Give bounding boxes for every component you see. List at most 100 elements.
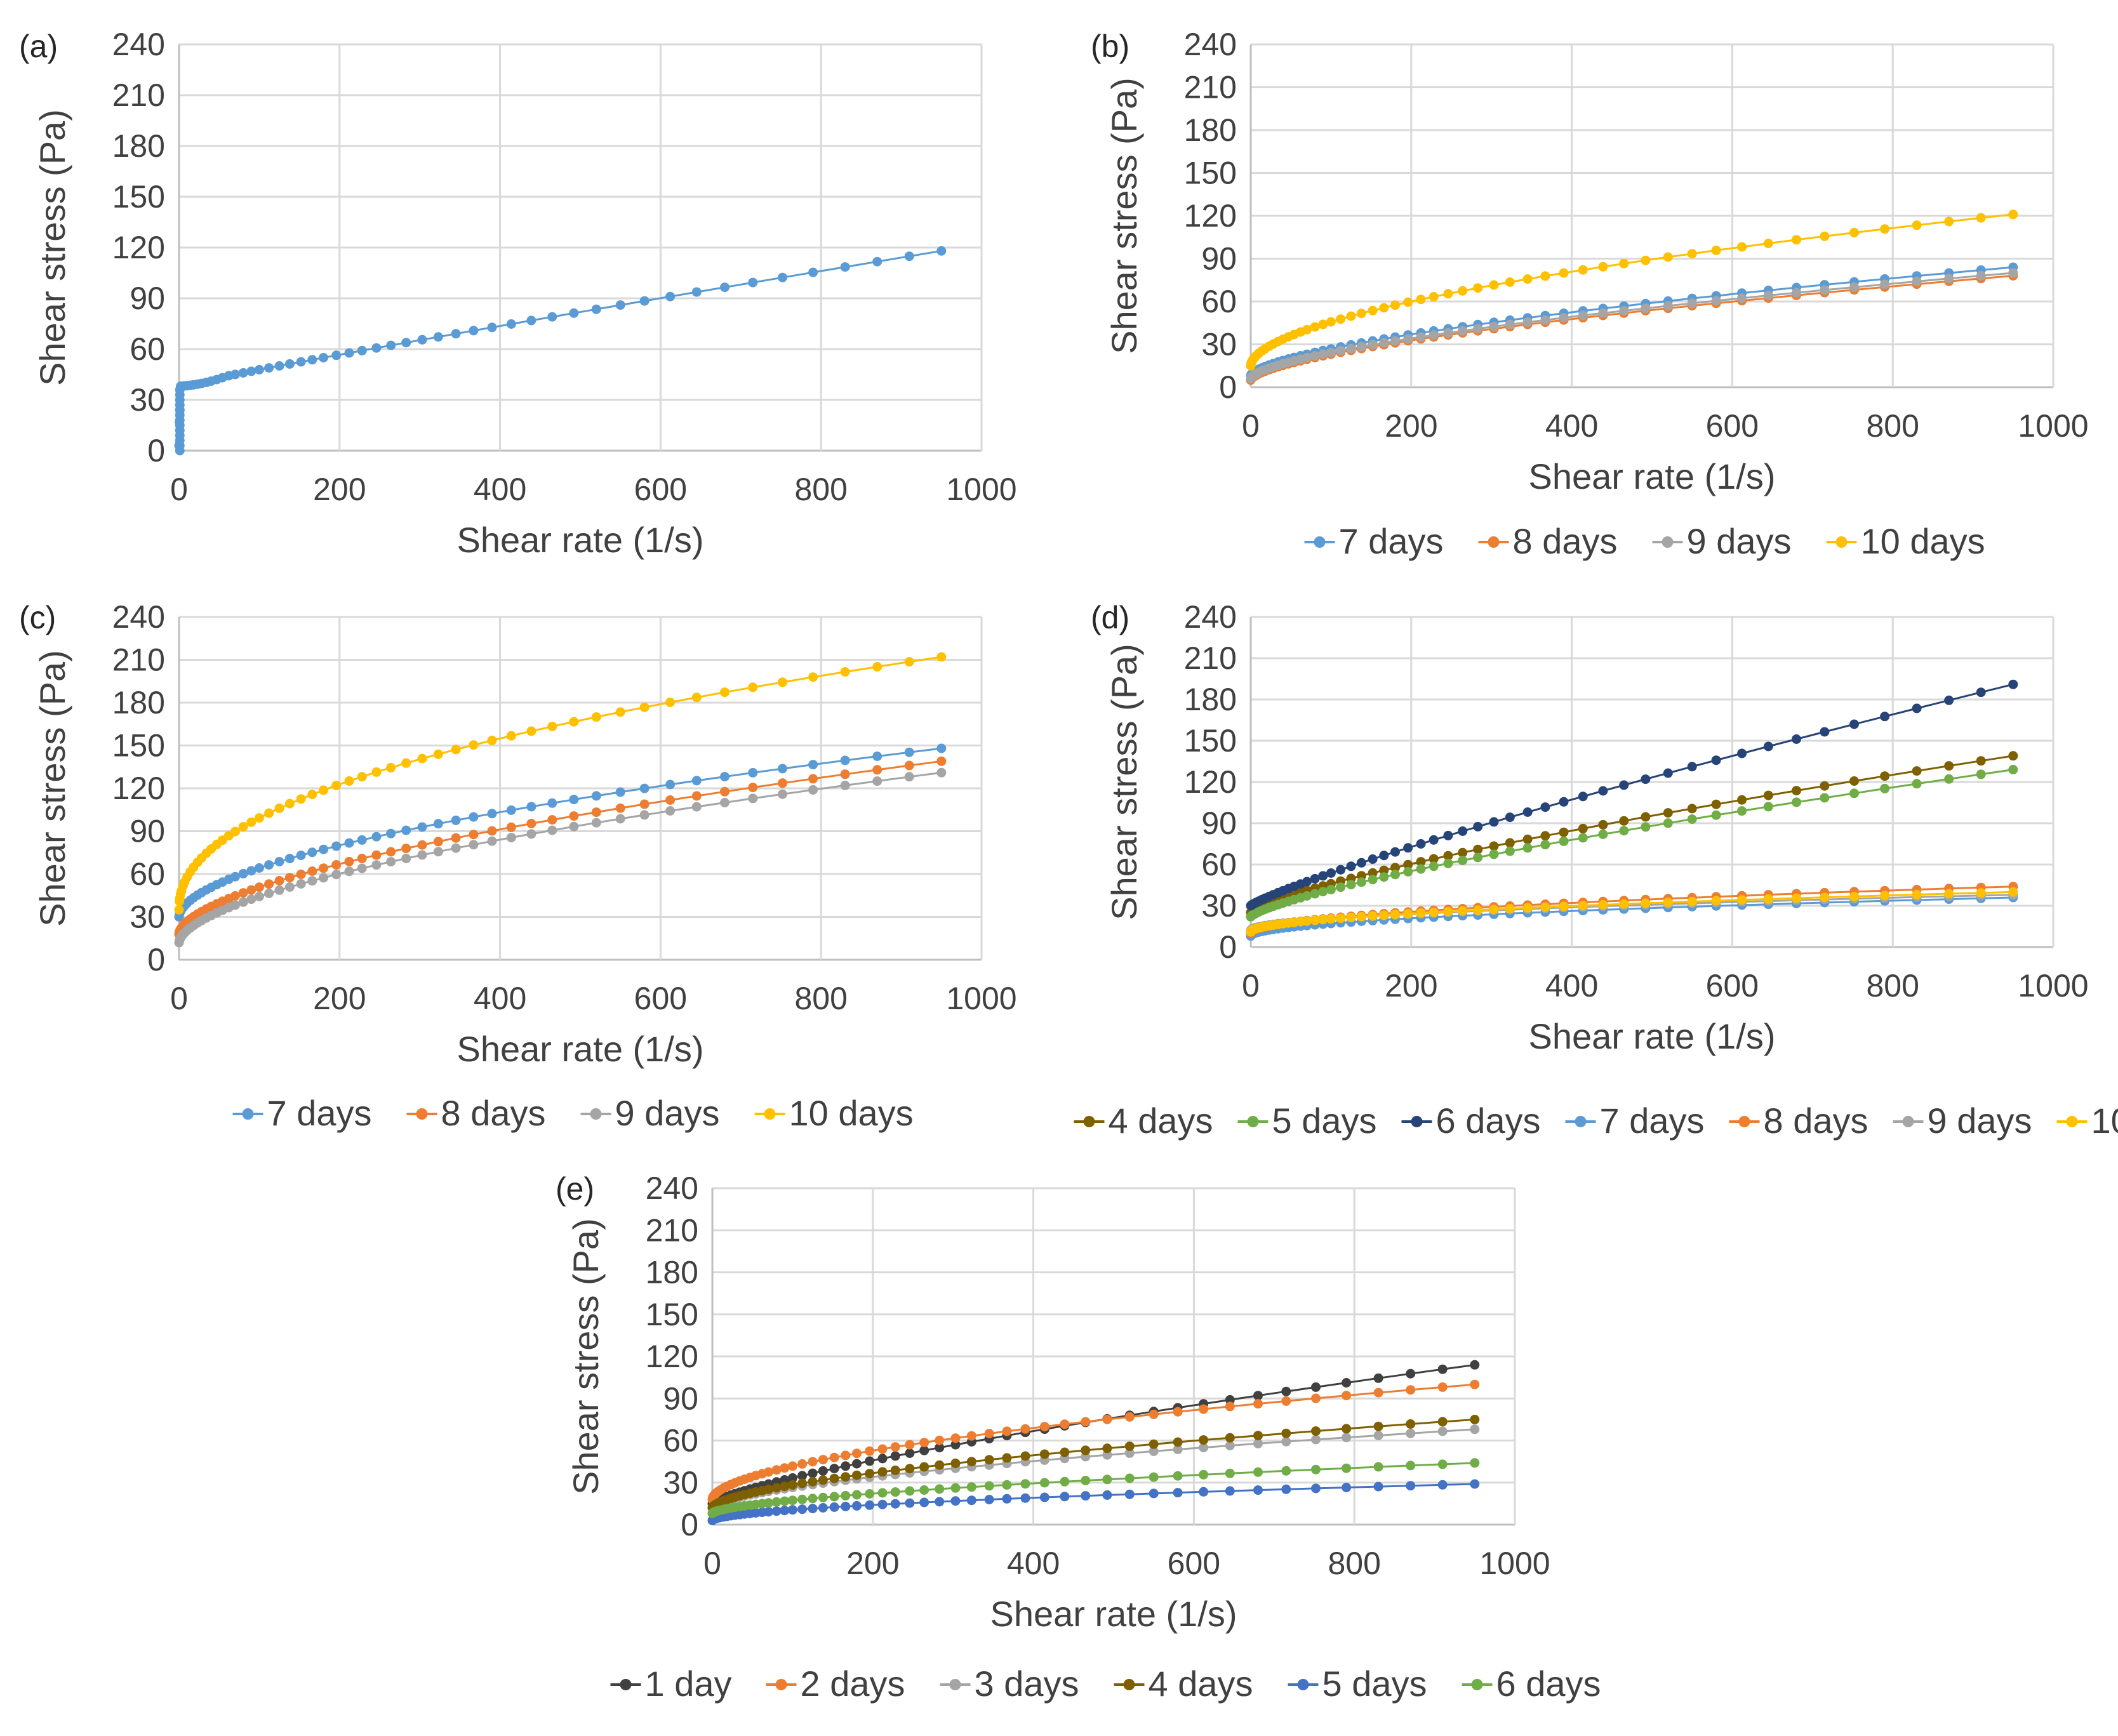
legend-item-8-days: 8 days (406, 1093, 546, 1133)
data-point (401, 758, 411, 768)
data-point (1470, 1379, 1480, 1389)
y-tick-label: 0 (681, 1507, 698, 1542)
data-point (1149, 1409, 1159, 1419)
data-point (307, 790, 317, 800)
data-point (1763, 894, 1773, 904)
data-point (1149, 1472, 1159, 1482)
data-point (1429, 861, 1439, 871)
data-point (797, 1459, 808, 1469)
series-9-days (1246, 268, 2018, 383)
series-10-days (1246, 887, 2018, 937)
data-point (639, 799, 649, 809)
data-point (401, 825, 411, 835)
data-point (1002, 1494, 1012, 1504)
data-point (1429, 835, 1439, 845)
data-point (1578, 310, 1588, 321)
data-point (506, 319, 516, 329)
x-tick-label: 400 (1545, 968, 1598, 1004)
legend-item-8-days: 8 days (1478, 521, 1618, 561)
legend-item-9-days: 9 days (1893, 1101, 2032, 1141)
data-point (966, 1495, 976, 1506)
series-6-days (707, 1458, 1480, 1518)
data-point (1253, 1399, 1263, 1409)
legend-label: 4 days (1149, 1664, 1253, 1704)
data-point (748, 783, 758, 793)
data-point (1912, 220, 1922, 230)
legend-label: 1 day (645, 1664, 732, 1704)
data-point (1081, 1476, 1091, 1485)
data-point (1429, 292, 1439, 301)
legend-swatch-marker (764, 1108, 776, 1120)
data-point (787, 1505, 797, 1515)
data-point (1598, 262, 1608, 272)
data-point (1102, 1414, 1112, 1424)
panel-label: (c) (19, 600, 56, 635)
legend-label: 6 days (1436, 1101, 1541, 1141)
data-point (1976, 687, 1986, 698)
data-point (1429, 907, 1439, 917)
data-point (1390, 336, 1400, 346)
data-point (852, 1490, 862, 1500)
data-point (547, 815, 557, 825)
legend-item-9-days: 9 days (1652, 521, 1792, 561)
panel-label: (a) (19, 29, 58, 64)
legend-swatch-marker (1835, 536, 1848, 548)
y-tick-label: 90 (130, 281, 165, 316)
x-tick-label: 1000 (946, 981, 1016, 1016)
data-point (1020, 1479, 1030, 1489)
data-point (1002, 1453, 1012, 1463)
data-point (591, 304, 601, 314)
data-point (1403, 859, 1413, 870)
data-point (1102, 1474, 1112, 1485)
data-point (877, 1444, 888, 1454)
data-point (1437, 1382, 1448, 1392)
data-point (1253, 1438, 1263, 1448)
data-point (1373, 1373, 1383, 1383)
data-point (319, 844, 328, 854)
data-point (284, 854, 295, 864)
data-point (984, 1429, 994, 1438)
data-point (1711, 296, 1721, 306)
data-point (487, 322, 497, 333)
data-point (771, 1465, 782, 1475)
data-point (1102, 1443, 1112, 1454)
data-point (841, 1490, 851, 1501)
data-point (1489, 817, 1499, 827)
data-point (1473, 905, 1483, 915)
y-tick-label: 240 (1184, 27, 1237, 62)
data-point (1318, 319, 1328, 329)
data-point (1318, 915, 1328, 925)
legend-swatch-marker (1738, 1116, 1750, 1127)
data-point (780, 1481, 790, 1492)
data-point (1020, 1493, 1030, 1503)
series-line (178, 747, 942, 917)
data-point (246, 817, 256, 827)
legend-label: 5 days (1272, 1101, 1377, 1141)
data-point (665, 698, 676, 707)
series-9-days (174, 767, 947, 948)
data-point (1619, 826, 1629, 836)
data-point (1311, 1426, 1321, 1436)
series-line (178, 656, 942, 910)
data-point (1641, 898, 1651, 908)
data-point (1225, 1486, 1235, 1496)
x-tick-label: 200 (1385, 968, 1437, 1004)
data-point (1416, 864, 1426, 874)
data-point (919, 1462, 929, 1472)
data-point (1173, 1407, 1183, 1417)
data-point (1379, 872, 1389, 882)
x-tick-label: 600 (634, 472, 687, 507)
data-point (1470, 1360, 1480, 1370)
series-4-days (1246, 751, 2018, 918)
data-point (1124, 1441, 1135, 1452)
data-point (344, 856, 354, 866)
y-tick-label: 210 (646, 1212, 698, 1248)
data-point (919, 1485, 929, 1495)
data-point (877, 1454, 888, 1464)
data-point (2008, 765, 2018, 774)
series-10-days (174, 652, 947, 915)
data-point (904, 657, 914, 667)
legend-item-9-days: 9 days (580, 1093, 720, 1133)
data-point (1020, 1451, 1030, 1461)
data-point (1342, 1463, 1352, 1473)
